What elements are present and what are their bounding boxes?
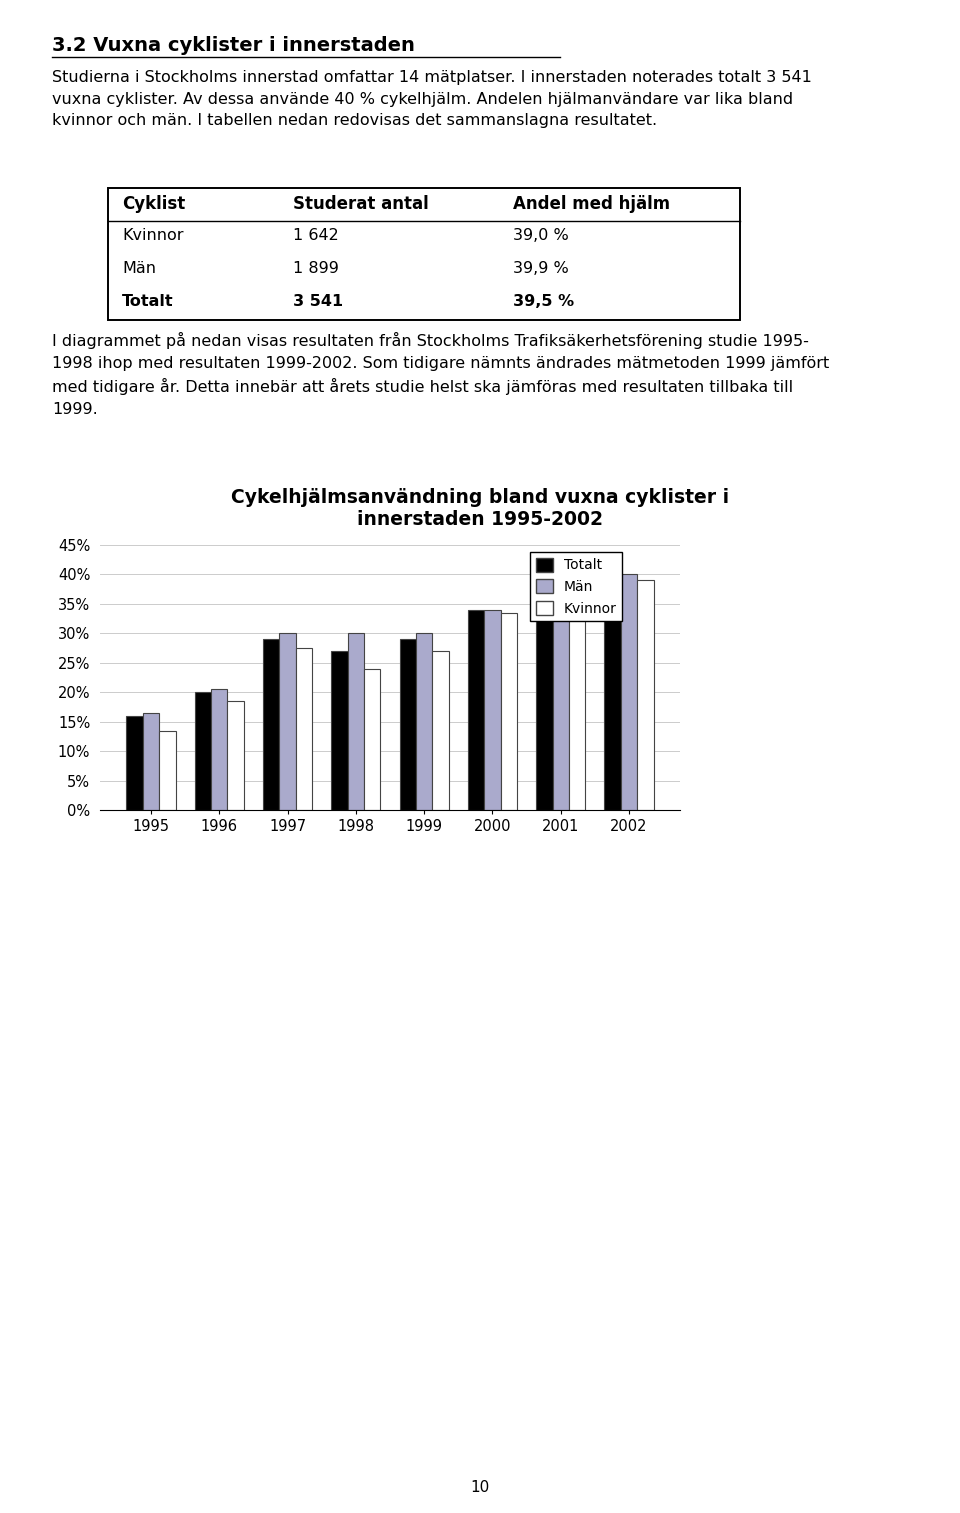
Text: innerstaden 1995-2002: innerstaden 1995-2002 [357,510,603,530]
Text: Studierna i Stockholms innerstad omfattar 14 mätplatser. I innerstaden noterades: Studierna i Stockholms innerstad omfatta… [52,70,812,129]
Bar [484,610,501,809]
Text: Kvinnor: Kvinnor [122,228,183,244]
Text: Andel med hjälm: Andel med hjälm [513,195,670,213]
Bar [621,575,637,809]
Bar [501,613,517,809]
Bar [416,634,432,809]
Text: 1 899: 1 899 [293,262,339,275]
Bar [127,716,143,809]
Bar [605,575,621,809]
Legend: Totalt, Män, Kvinnor: Totalt, Män, Kvinnor [530,552,622,622]
Text: Totalt: Totalt [122,294,174,309]
Text: 3 541: 3 541 [293,294,343,309]
FancyBboxPatch shape [108,188,740,321]
Bar [348,634,364,809]
Bar [399,638,416,809]
Bar [468,610,484,809]
Bar [537,581,553,809]
Text: 39,5 %: 39,5 % [513,294,574,309]
Bar [569,569,586,809]
Bar [637,581,654,809]
Bar [296,648,312,809]
Text: Män: Män [122,262,156,275]
Text: Cykelhjälmsanvändning bland vuxna cyklister i: Cykelhjälmsanvändning bland vuxna cyklis… [231,489,729,507]
Text: Cyklist: Cyklist [122,195,185,213]
Bar [263,638,279,809]
Bar [211,690,228,809]
Text: Studerat antal: Studerat antal [293,195,429,213]
Text: 1 642: 1 642 [293,228,339,244]
Bar [331,651,348,809]
Bar [279,634,296,809]
Text: 10: 10 [470,1480,490,1495]
Bar [159,731,176,809]
Text: 39,9 %: 39,9 % [513,262,568,275]
Bar [143,713,159,809]
Text: I diagrammet på nedan visas resultaten från Stockholms Trafiksäkerhetsförening s: I diagrammet på nedan visas resultaten f… [52,331,829,418]
Text: 39,0 %: 39,0 % [513,228,568,244]
Bar [432,651,448,809]
Bar [195,693,211,809]
Text: 3.2 Vuxna cyklister i innerstaden: 3.2 Vuxna cyklister i innerstaden [52,36,415,54]
Bar [364,669,380,809]
Bar [553,586,569,809]
Bar [228,701,244,809]
